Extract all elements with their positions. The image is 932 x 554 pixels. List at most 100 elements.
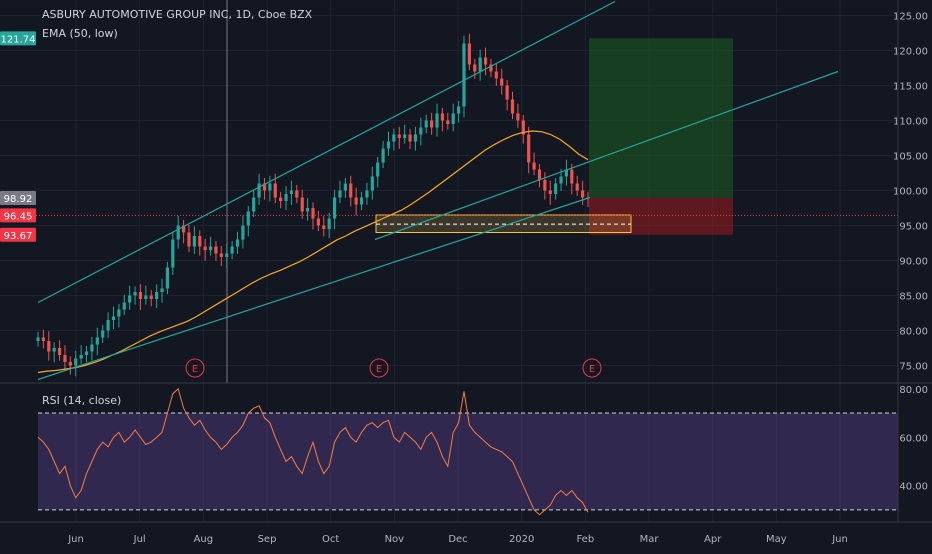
price-tick-label: 90.00 bbox=[899, 257, 928, 268]
candle-body bbox=[284, 194, 288, 201]
price-badge-label: 96.45 bbox=[4, 211, 33, 222]
candle-body bbox=[144, 295, 148, 299]
rsi-tick-label: 60.00 bbox=[899, 433, 928, 444]
rsi-tick-label: 40.00 bbox=[899, 482, 928, 493]
earnings-marker-label: E bbox=[589, 364, 595, 375]
time-tick-label: Mar bbox=[640, 534, 660, 545]
candle-layer bbox=[36, 33, 590, 377]
candle-body bbox=[537, 169, 542, 180]
candle-body bbox=[138, 292, 143, 299]
candle-body bbox=[413, 134, 418, 142]
candle-body bbox=[516, 113, 520, 121]
candle-body bbox=[494, 71, 498, 79]
candle-body bbox=[279, 197, 283, 201]
rsi-band bbox=[38, 413, 898, 510]
earnings-marker bbox=[582, 358, 602, 378]
candle-body bbox=[74, 358, 78, 366]
candle-body bbox=[273, 183, 277, 198]
price-badge-label: 93.67 bbox=[4, 231, 33, 242]
price-badge bbox=[0, 227, 36, 242]
trendline-extended-channel bbox=[374, 70, 839, 241]
candle-body bbox=[473, 64, 477, 72]
price-badge-label: 98.92 bbox=[4, 194, 33, 205]
candle-body bbox=[214, 246, 218, 254]
candle-body bbox=[343, 183, 347, 191]
candle-body bbox=[376, 162, 380, 177]
candle-body bbox=[370, 176, 374, 191]
candle-body bbox=[365, 190, 369, 198]
candle-body bbox=[311, 208, 315, 219]
candle-body bbox=[322, 225, 326, 229]
rsi-legend: RSI (14, close) bbox=[42, 394, 122, 407]
price-tick-label: 75.00 bbox=[899, 362, 928, 373]
candle-body bbox=[41, 337, 45, 341]
ema-legend: EMA (50, low) bbox=[42, 27, 118, 40]
candle-body bbox=[316, 218, 320, 226]
price-badge bbox=[0, 31, 36, 46]
candle-body bbox=[160, 288, 164, 292]
candle-body bbox=[548, 190, 552, 194]
candle-body bbox=[208, 246, 213, 250]
candle-body bbox=[338, 190, 342, 198]
ema-line bbox=[37, 130, 589, 374]
candle-body bbox=[483, 57, 488, 65]
candle-body bbox=[117, 309, 121, 317]
candle-body bbox=[268, 183, 272, 191]
candle-body bbox=[456, 106, 461, 114]
candle-body bbox=[467, 43, 471, 65]
candle-body bbox=[559, 176, 563, 184]
candle-body bbox=[84, 351, 89, 355]
price-tick-label: 110.00 bbox=[893, 117, 928, 128]
candle-body bbox=[68, 362, 72, 366]
candle-body bbox=[392, 134, 396, 142]
candle-body bbox=[155, 292, 159, 299]
candle-body bbox=[451, 113, 455, 124]
candle-body bbox=[165, 267, 170, 289]
candle-body bbox=[354, 197, 358, 205]
candle-body bbox=[397, 134, 401, 138]
candle-body bbox=[419, 127, 423, 135]
time-tick-label: May bbox=[766, 534, 787, 545]
rsi-tick-label: 80.00 bbox=[899, 385, 928, 396]
price-badge-label: 121.74 bbox=[1, 34, 36, 45]
target-zone bbox=[589, 38, 733, 198]
candle-body bbox=[262, 183, 267, 191]
candle-body bbox=[187, 232, 191, 247]
candle-body bbox=[505, 85, 509, 100]
candle-body bbox=[532, 162, 536, 170]
candle-body bbox=[252, 197, 256, 212]
rsi-line bbox=[37, 387, 589, 516]
candle-body bbox=[52, 348, 56, 352]
candle-body bbox=[289, 190, 294, 194]
candle-body bbox=[440, 113, 445, 121]
time-tick-label: Aug bbox=[194, 534, 214, 545]
earnings-marker-label: E bbox=[376, 364, 382, 375]
candle-body bbox=[219, 253, 223, 257]
candle-body bbox=[554, 183, 558, 194]
price-tick-label: 115.00 bbox=[893, 82, 928, 93]
candle-body bbox=[349, 183, 353, 198]
candle-body bbox=[327, 218, 331, 229]
price-tick-label: 105.00 bbox=[893, 152, 928, 163]
candle-body bbox=[408, 134, 412, 142]
candle-body bbox=[176, 225, 180, 240]
earnings-marker-label: E bbox=[192, 364, 198, 375]
candle-body bbox=[575, 183, 579, 191]
candle-body bbox=[90, 344, 94, 352]
candle-body bbox=[95, 337, 99, 345]
price-tick-label: 125.00 bbox=[893, 12, 928, 23]
candle-body bbox=[198, 236, 202, 247]
candle-body bbox=[332, 197, 337, 219]
time-tick-label: Sep bbox=[258, 534, 277, 545]
rsi-layer bbox=[37, 387, 898, 516]
candle-body bbox=[36, 337, 40, 341]
price-badge bbox=[0, 208, 36, 223]
candle-body bbox=[430, 120, 434, 128]
time-tick-label: Nov bbox=[385, 534, 405, 545]
candle-body bbox=[57, 348, 62, 355]
time-tick-label: Jun bbox=[831, 534, 848, 545]
time-tick-label: Jul bbox=[133, 534, 146, 545]
